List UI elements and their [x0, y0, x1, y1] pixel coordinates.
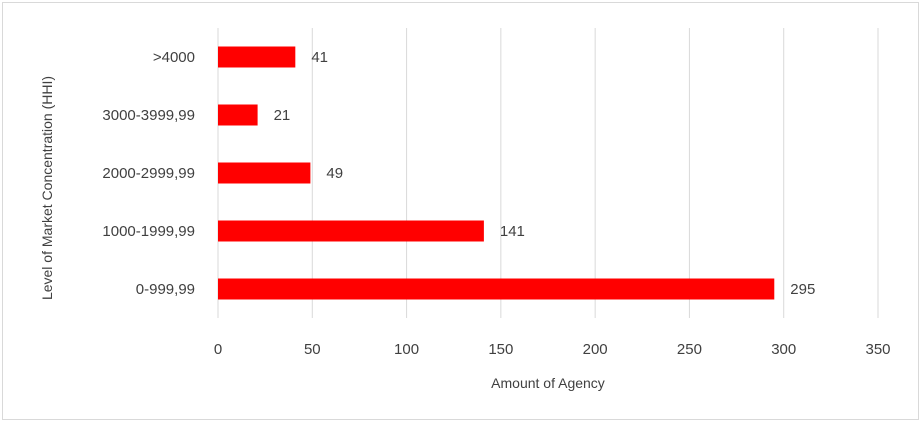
bar: [218, 220, 484, 242]
category-axis: 0-999,99 1000-1999,99 2000-2999,99 3000-399…: [102, 49, 195, 298]
data-label: 141: [500, 223, 525, 240]
y-axis-title: Level of Market Concentration (HHI): [39, 76, 55, 300]
category-label: 1000-1999,99: [102, 223, 195, 240]
category-label: >4000: [153, 49, 195, 66]
x-tick-label: 250: [677, 341, 702, 358]
x-tick-label: 350: [865, 341, 890, 358]
bar: [218, 104, 258, 126]
bar: [218, 162, 311, 184]
x-tick-label: 100: [394, 341, 419, 358]
data-label: 41: [311, 49, 328, 66]
data-labels: 295 141 49 21 41: [274, 49, 816, 298]
data-label: 21: [274, 107, 291, 124]
x-tick-label: 200: [583, 341, 608, 358]
category-label: 3000-3999,99: [102, 107, 195, 124]
category-label: 0-999,99: [136, 281, 195, 298]
value-axis: 0 50 100 150 200 250 300 350: [214, 341, 891, 358]
x-tick-label: 300: [771, 341, 796, 358]
bar: [218, 278, 775, 300]
x-axis-title: Amount of Agency: [491, 375, 605, 391]
x-tick-label: 150: [488, 341, 513, 358]
bar: [218, 46, 296, 68]
gridlines: [217, 28, 879, 318]
data-label: 295: [790, 281, 815, 298]
bars: [218, 46, 775, 300]
category-label: 2000-2999,99: [102, 165, 195, 182]
x-tick-label: 50: [304, 341, 321, 358]
x-tick-label: 0: [214, 341, 222, 358]
data-label: 49: [326, 165, 343, 182]
